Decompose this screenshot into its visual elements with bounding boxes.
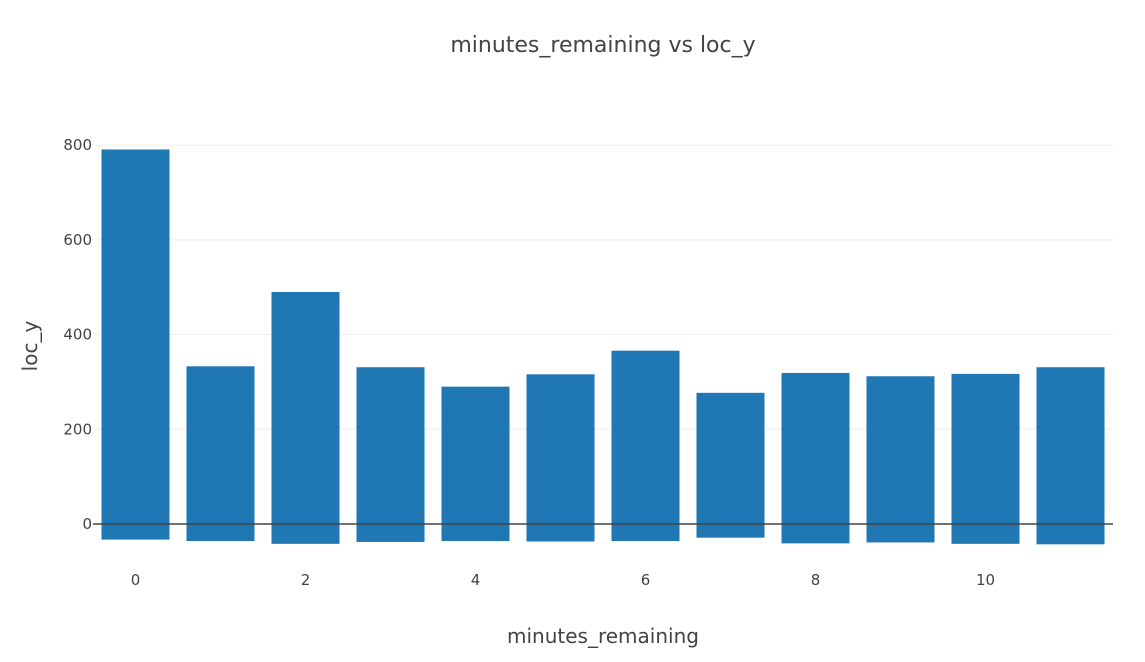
bars (93, 149, 1113, 545)
x-tick-label: 4 (471, 571, 481, 589)
bar-6 (611, 350, 680, 542)
y-tick-labels: 0 200 400 600 800 (63, 136, 92, 533)
y-tick-label: 0 (82, 515, 92, 533)
y-tick-label: 800 (63, 136, 92, 154)
bar-1 (186, 366, 255, 542)
y-tick-label: 200 (63, 420, 92, 438)
bar-11 (1036, 367, 1105, 545)
grid-lines (93, 144, 1113, 430)
bar-8 (781, 372, 850, 544)
bar-0 (101, 149, 170, 540)
bar-4 (441, 386, 510, 542)
x-axis-label: minutes_remaining (507, 624, 699, 648)
bar-7 (696, 392, 765, 538)
bar-2 (271, 291, 340, 544)
y-tick-label: 600 (63, 231, 92, 249)
y-tick-label: 400 (63, 326, 92, 344)
bar-9 (866, 376, 935, 543)
chart-title: minutes_remaining vs loc_y (450, 33, 755, 58)
y-axis-label: loc_y (18, 321, 42, 372)
x-tick-label: 6 (641, 571, 651, 589)
x-tick-label: 10 (976, 571, 995, 589)
x-tick-label: 8 (811, 571, 821, 589)
bar-5 (526, 374, 595, 542)
x-tick-labels: 0 2 4 6 8 10 (131, 571, 995, 589)
bar-10 (951, 373, 1020, 544)
x-tick-label: 2 (301, 571, 311, 589)
bar-3 (356, 367, 425, 542)
x-tick-label: 0 (131, 571, 141, 589)
